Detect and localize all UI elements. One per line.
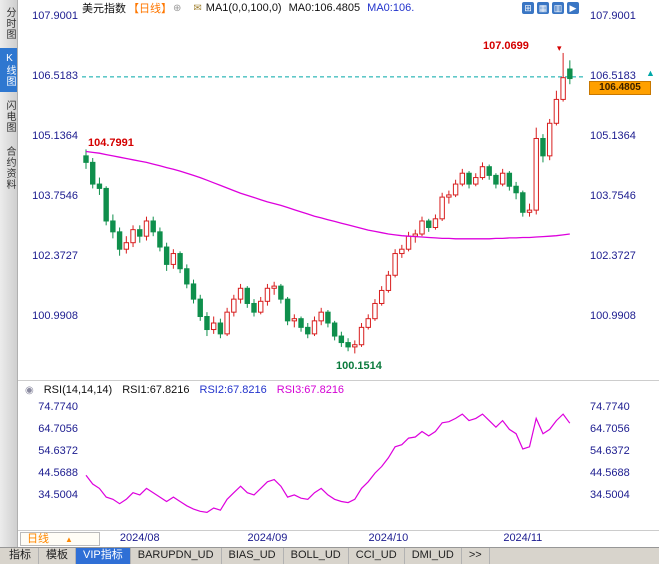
next-chart-icon[interactable]: ▶ [567,2,579,14]
tab-template[interactable]: 模板 [39,548,76,564]
rsi3-value-label: RSI3:67.8216 [276,384,345,396]
rsi-header: ◉ RSI(14,14,14) RSI1:67.8216 RSI2:67.821… [18,383,659,397]
tab-vip-indicator[interactable]: VIP指标 [76,548,131,564]
y-axis-label: 44.5688 [590,467,630,479]
rsi-params-label: RSI(14,14,14) [43,384,113,396]
y-axis-label: 102.3727 [32,249,78,262]
rsi1-value-label: RSI1:67.8216 [122,384,190,396]
y-axis-label: 105.1364 [32,129,78,142]
x-axis-label: 2024/08 [119,532,160,544]
ma-value-label-2: MA0:106. [367,2,415,14]
chart-header: 美元指数 【日线】 ⊕ ✉ MA1(0,0,100,0) MA0:106.480… [18,0,659,16]
y-axis-label: 107.9001 [590,9,636,22]
left-sidebar: 分时图 K线图 闪电图 合约资料 [0,0,18,547]
window-layout-icons: ⊞ ▦ ▥ ▶ [522,2,579,14]
y-axis-label: 54.6372 [590,445,630,457]
y-axis-label: 102.3727 [590,249,636,262]
tab-barupdn[interactable]: BARUPDN_UD [131,548,222,564]
tab-dmi[interactable]: DMI_UD [405,548,462,564]
ma-settings-label: MA1(0,0,100,0) [205,2,282,14]
symbol-name: 美元指数 [82,3,126,15]
tab-bias[interactable]: BIAS_UD [222,548,284,564]
tile-windows-icon[interactable]: ⊞ [522,2,534,14]
y-axis-label: 34.5004 [590,489,630,501]
tab-more[interactable]: >> [462,548,490,564]
annotation-period-high: 107.0699 [483,40,529,52]
annotation-period-low: 100.1514 [336,360,382,372]
tab-cci[interactable]: CCI_UD [349,548,405,564]
y-axis-label: 100.9908 [590,309,636,322]
y-axis-label: 106.5183 [590,69,636,82]
last-price-tag: 106.4805 [589,81,651,95]
chevron-up-icon: ▲ [65,535,73,544]
tab-indicator[interactable]: 指标 [2,548,39,564]
panel-divider [18,380,659,381]
indicator-formula-icon[interactable]: ✉ [193,2,202,14]
high-marker-icon: ▾ [557,43,562,53]
y-axis-label: 44.5688 [38,467,78,479]
x-axis-label: 2024/09 [247,532,288,544]
x-axis-label: 2024/10 [368,532,409,544]
rsi-settings-icon[interactable]: ◉ [25,384,34,396]
y-axis-label: 103.7546 [590,189,636,202]
price-up-arrow-icon: ▲ [646,68,655,78]
grid-layout-icon[interactable]: ▥ [552,2,564,14]
tab-boll[interactable]: BOLL_UD [284,548,349,564]
cascade-windows-icon[interactable]: ▦ [537,2,549,14]
annotation-ma-start: 104.7991 [88,137,134,149]
rsi2-value-label: RSI2:67.8216 [199,384,267,396]
indicator-tab-bar: 指标 模板 VIP指标 BARUPDN_UD BIAS_UD BOLL_UD C… [0,547,659,564]
sidebar-tab-time-chart[interactable]: 分时图 [4,7,15,40]
sidebar-tab-contract-info[interactable]: 合约资料 [4,146,15,190]
candlestick-chart-canvas[interactable] [82,14,586,378]
y-axis-label: 74.7740 [590,401,630,413]
x-axis-label: 2024/11 [503,532,543,544]
rsi-chart-canvas[interactable] [82,400,586,528]
y-axis-label: 34.5004 [38,489,78,501]
period-label: 【日线】 [128,3,172,15]
y-axis-label: 103.7546 [32,189,78,202]
y-axis-label: 106.5183 [32,69,78,82]
x-axis-row [18,530,659,547]
y-axis-label: 105.1364 [590,129,636,142]
ma-value-label: MA0:106.4805 [288,2,361,14]
y-axis-label: 100.9908 [32,309,78,322]
y-axis-label: 54.6372 [38,445,78,457]
sidebar-tab-kline-chart[interactable]: K线图 [0,48,17,92]
sidebar-tab-lightning-chart[interactable]: 闪电图 [4,100,15,133]
y-axis-label: 74.7740 [38,401,78,413]
y-axis-label: 107.9001 [32,9,78,22]
circle-plus-icon[interactable]: ⊕ [173,2,182,14]
period-selector[interactable]: 日线 ▲ [20,532,100,546]
y-axis-label: 64.7056 [590,423,630,435]
period-selector-label: 日线 [27,533,49,545]
y-axis-label: 64.7056 [38,423,78,435]
